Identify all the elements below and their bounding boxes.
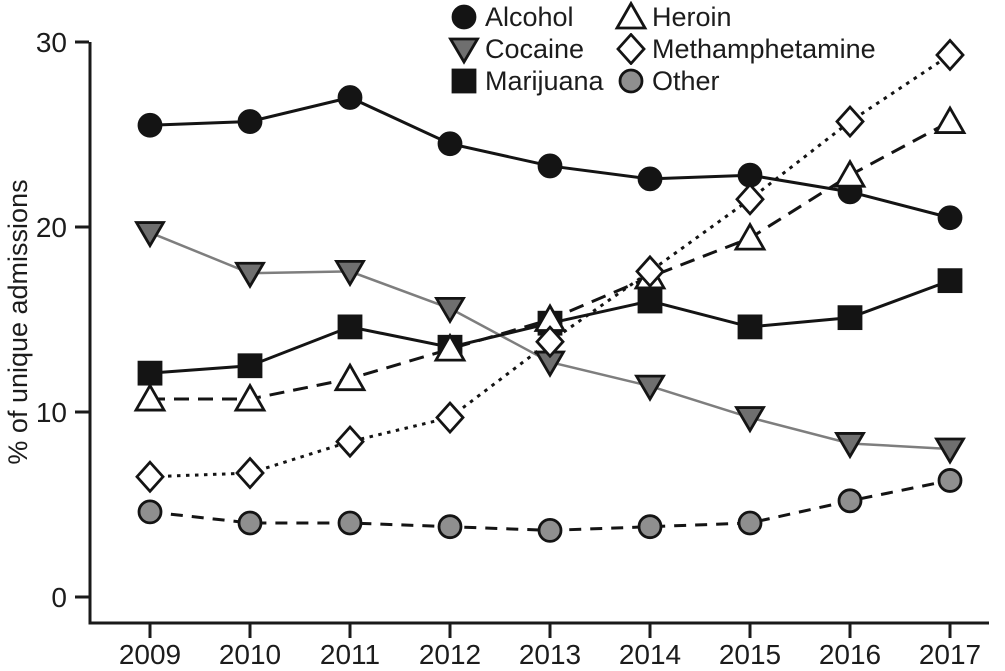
legend-cocaine-triangle-down-icon (448, 37, 480, 65)
marker-methamphetamine-2016 (835, 104, 865, 139)
marker-other-2010 (237, 510, 263, 536)
marker-heroin-2017 (933, 105, 967, 134)
marker-other-2014 (637, 514, 663, 540)
marker-marijuana-2016 (837, 305, 863, 331)
marker-cocaine-2014 (634, 374, 666, 402)
chart-legend-column-2: Heroin Methamphetamine Other (614, 1, 876, 97)
marker-heroin-2009 (133, 382, 167, 412)
marker-methamphetamine-2012 (435, 400, 465, 435)
marker-heroin-2015 (733, 221, 767, 251)
marker-marijuana-2011 (337, 314, 363, 340)
marker-heroin-2016 (833, 158, 867, 188)
marker-methamphetamine-2015 (735, 182, 765, 216)
marker-methamphetamine-2017 (935, 38, 965, 72)
x-tick-label-2009: 2009 (119, 639, 181, 670)
marker-alcohol-2010 (237, 109, 263, 134)
legend-marker-heroin (614, 1, 648, 30)
marker-other-2012 (437, 514, 463, 540)
x-tick-label-2012: 2012 (419, 639, 481, 670)
legend-methamphetamine-diamond-icon (616, 33, 646, 65)
y-tick-label-10: 10 (36, 397, 67, 428)
marker-marijuana-2015 (737, 314, 763, 340)
marker-heroin-2012 (433, 332, 467, 362)
marker-cocaine-2015 (734, 406, 766, 434)
marker-alcohol-2013 (537, 153, 563, 179)
legend-label-cocaine: Cocaine (485, 33, 585, 64)
legend-label-methamphetamine: Methamphetamine (652, 33, 876, 64)
marker-other-2017 (937, 468, 963, 493)
marker-other-2011 (337, 510, 363, 536)
legend-heroin-triangle-up-icon (614, 1, 648, 30)
y-tick-label-30: 30 (36, 27, 67, 58)
marker-marijuana-2009 (137, 360, 163, 386)
x-tick-label-2014: 2014 (619, 639, 681, 670)
legend-marker-marijuana (451, 68, 477, 94)
marker-alcohol-2011 (337, 85, 363, 110)
marker-cocaine-2010 (234, 261, 266, 290)
y-tick-label-20: 20 (36, 212, 67, 243)
marker-other-2016 (837, 488, 863, 514)
legend-marker-cocaine (448, 37, 480, 65)
chart-legend-column-1: Alcohol Cocaine Marijuana (447, 1, 604, 97)
marker-alcohol-2012 (437, 131, 463, 157)
legend-item-cocaine: Cocaine (447, 33, 604, 65)
marker-methamphetamine-2013 (535, 325, 565, 359)
legend-marker-methamphetamine (616, 33, 646, 65)
marker-cocaine-2011 (334, 259, 366, 288)
marker-methamphetamine-2010 (235, 456, 265, 490)
legend-label-heroin: Heroin (652, 1, 732, 32)
marker-alcohol-2017 (937, 205, 963, 231)
marker-heroin-2010 (233, 382, 267, 412)
x-tick-label-2011: 2011 (320, 639, 380, 670)
marker-alcohol-2009 (137, 112, 163, 138)
marker-other-2013 (537, 518, 563, 543)
marker-marijuana-2010 (237, 353, 263, 379)
marker-methamphetamine-2011 (335, 425, 365, 459)
marker-cocaine-2012 (434, 296, 466, 325)
x-tick-label-2010: 2010 (219, 639, 281, 670)
marker-cocaine-2016 (834, 432, 866, 460)
legend-alcohol-circle-icon (451, 4, 477, 30)
y-tick-label-0: 0 (51, 582, 67, 613)
marker-cocaine-2017 (934, 437, 966, 465)
legend-item-other: Other (614, 65, 876, 97)
legend-marker-alcohol (451, 4, 477, 30)
x-tick-label-2013: 2013 (519, 639, 581, 670)
marker-methamphetamine-2014 (635, 254, 665, 288)
legend-label-other: Other (652, 65, 720, 96)
marker-cocaine-2009 (134, 221, 166, 249)
legend-marijuana-square-icon (451, 68, 477, 94)
marker-alcohol-2014 (637, 166, 663, 192)
marker-other-2015 (737, 510, 763, 536)
marker-other-2009 (137, 499, 163, 525)
legend-item-marijuana: Marijuana (447, 65, 604, 97)
legend-item-alcohol: Alcohol (447, 1, 604, 33)
legend-item-methamphetamine: Methamphetamine (614, 33, 876, 65)
marker-methamphetamine-2009 (135, 460, 165, 494)
marker-marijuana-2017 (937, 268, 963, 294)
marker-heroin-2011 (333, 362, 367, 392)
legend-label-alcohol: Alcohol (485, 1, 574, 32)
legend-other-circle-icon (618, 68, 644, 94)
x-tick-label-2017: 2017 (919, 639, 981, 670)
legend-marker-other (618, 68, 644, 94)
legend-label-marijuana: Marijuana (485, 65, 604, 96)
legend-item-heroin: Heroin (614, 1, 876, 33)
x-tick-label-2015: 2015 (719, 639, 781, 670)
marker-marijuana-2014 (637, 288, 663, 314)
x-tick-label-2016: 2016 (819, 639, 881, 670)
y-axis-title: % of unique admissions (3, 179, 33, 464)
